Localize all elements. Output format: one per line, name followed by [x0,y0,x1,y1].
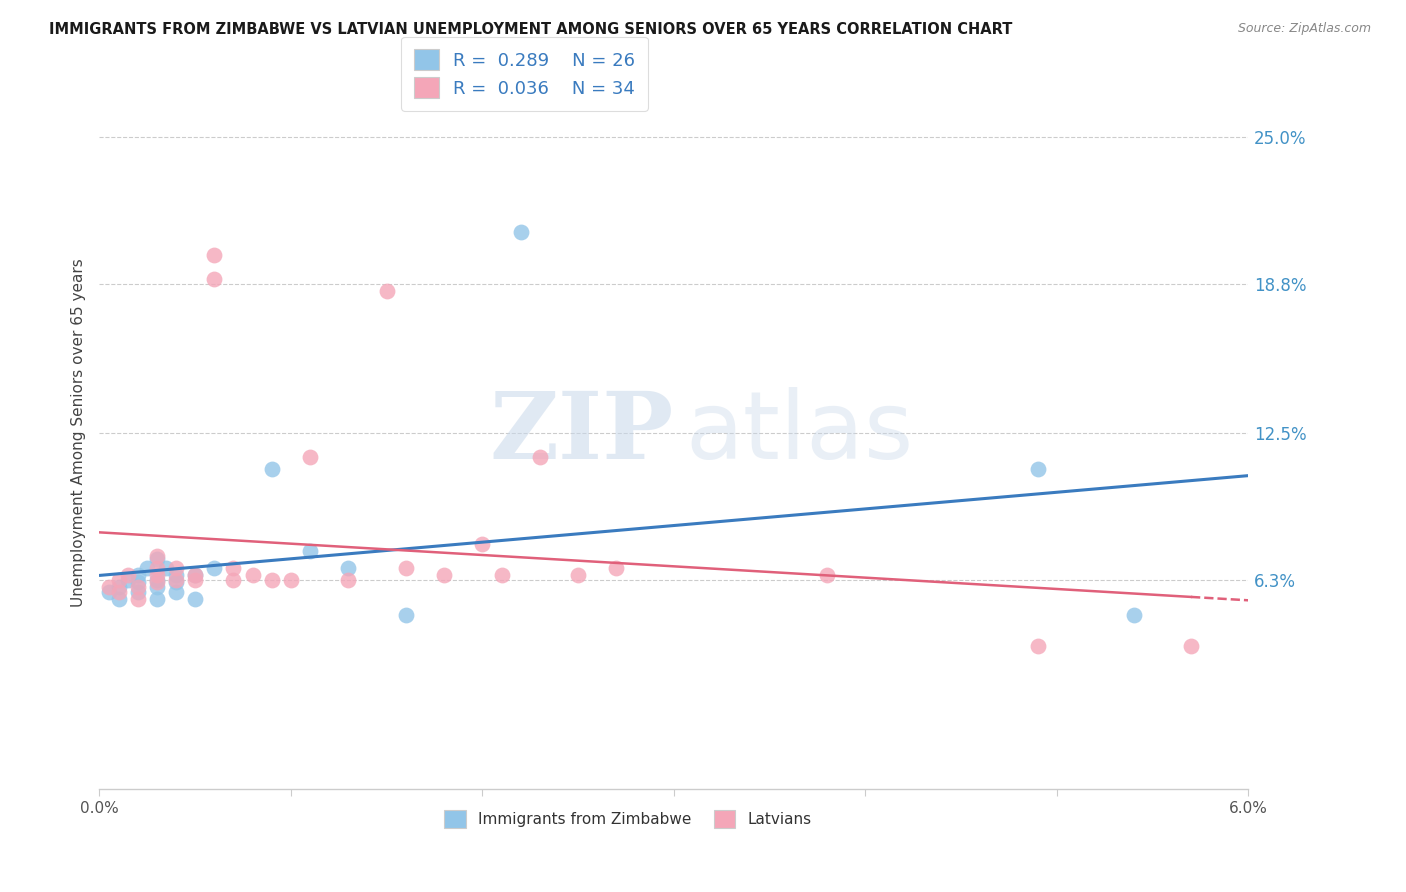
Point [260,573,283,587]
Point [299,450,322,464]
Point [146,575,169,590]
Point [165,561,187,575]
Point [222,573,245,587]
Point [184,568,207,582]
Point [127,575,149,590]
Point [127,568,149,582]
Point [146,573,169,587]
Point [146,551,169,566]
Point [280,573,302,587]
Point [1122,608,1144,623]
Point [98,580,121,594]
Point [202,272,225,286]
Point [165,568,187,582]
Text: Source: ZipAtlas.com: Source: ZipAtlas.com [1237,22,1371,36]
Point [98,584,121,599]
Point [299,544,322,558]
Point [107,580,129,594]
Point [529,450,551,464]
Point [815,568,838,582]
Text: atlas: atlas [686,387,914,479]
Point [605,561,627,575]
Point [260,461,283,475]
Point [395,561,418,575]
Point [165,575,187,590]
Point [127,580,149,594]
Point [471,537,494,551]
Point [165,584,187,599]
Point [165,573,187,587]
Point [184,568,207,582]
Point [184,591,207,606]
Point [433,568,456,582]
Point [146,549,169,564]
Point [375,284,398,298]
Point [337,561,360,575]
Point [567,568,589,582]
Point [1026,461,1049,475]
Point [107,573,129,587]
Text: ZIP: ZIP [489,388,673,478]
Point [1180,640,1202,654]
Point [107,591,129,606]
Text: IMMIGRANTS FROM ZIMBABWE VS LATVIAN UNEMPLOYMENT AMONG SENIORS OVER 65 YEARS COR: IMMIGRANTS FROM ZIMBABWE VS LATVIAN UNEM… [49,22,1012,37]
Point [337,573,360,587]
Point [146,568,169,582]
Point [107,584,129,599]
Point [222,561,245,575]
Legend: Immigrants from Zimbabwe, Latvians: Immigrants from Zimbabwe, Latvians [439,805,818,834]
Point [117,568,139,582]
Point [395,608,418,623]
Point [146,591,169,606]
Point [146,580,169,594]
Point [202,561,225,575]
Point [127,584,149,599]
Point [184,573,207,587]
Point [1026,640,1049,654]
Y-axis label: Unemployment Among Seniors over 65 years: Unemployment Among Seniors over 65 years [72,259,86,607]
Point [155,561,177,575]
Point [491,568,513,582]
Point [117,573,139,587]
Point [146,561,169,575]
Point [509,225,531,239]
Point [127,591,149,606]
Point [136,561,159,575]
Point [242,568,264,582]
Point [202,248,225,262]
